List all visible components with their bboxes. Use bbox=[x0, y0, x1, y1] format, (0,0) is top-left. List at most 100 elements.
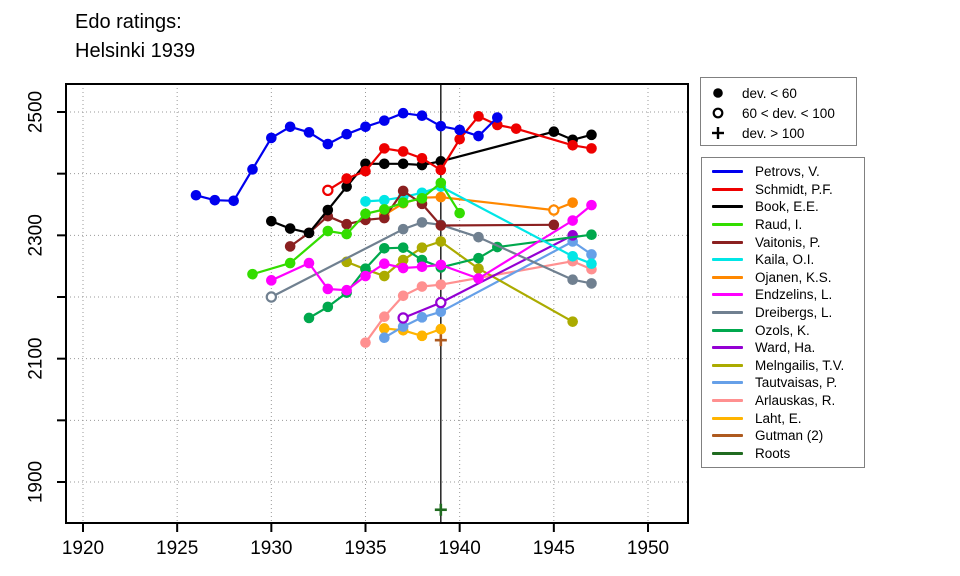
series-schmidt-p-f bbox=[322, 111, 597, 197]
series-color-swatch bbox=[712, 416, 743, 420]
data-point-open bbox=[435, 296, 447, 309]
data-point bbox=[586, 249, 597, 260]
series-color-swatch bbox=[712, 205, 743, 209]
y-tick-label-2300: 2300 bbox=[26, 214, 47, 256]
series-color-swatch bbox=[712, 240, 743, 244]
legend-item-gutman-2: Gutman (2) bbox=[702, 427, 864, 445]
legend-item-ozols-k: Ozols, K. bbox=[702, 321, 864, 339]
data-point bbox=[435, 323, 447, 335]
data-point bbox=[586, 129, 597, 141]
data-point bbox=[567, 197, 578, 208]
series-color-swatch bbox=[712, 328, 743, 332]
data-point bbox=[435, 120, 447, 132]
data-point bbox=[473, 252, 484, 264]
series-name: Melngailis, T.V. bbox=[755, 357, 845, 373]
data-point bbox=[341, 228, 352, 240]
y-tick-label-2500: 2500 bbox=[26, 91, 47, 133]
data-point bbox=[435, 220, 447, 231]
series-ozols-k bbox=[303, 229, 597, 324]
data-point bbox=[322, 283, 334, 295]
data-point bbox=[379, 258, 390, 270]
legend-item-tautvaisas-p: Tautvaisas, P. bbox=[702, 374, 864, 392]
legend-item-dreibergs-l: Dreibergs, L. bbox=[702, 304, 864, 322]
data-point bbox=[303, 127, 315, 138]
data-point bbox=[397, 197, 409, 208]
series-name: Ozols, K. bbox=[755, 322, 810, 338]
data-point bbox=[341, 128, 352, 140]
data-point bbox=[473, 130, 484, 142]
legend-item-petrovs-v: Petrovs, V. bbox=[702, 163, 864, 181]
data-point bbox=[379, 194, 390, 206]
series-ward-ha bbox=[397, 230, 578, 324]
deviation-legend: dev. < 60 60 < dev. < 100 dev. > 100 bbox=[700, 77, 857, 146]
data-point bbox=[397, 146, 409, 157]
data-point bbox=[567, 140, 578, 151]
series-color-swatch bbox=[712, 381, 743, 385]
legend-item-60-dev-100: 60 < dev. < 100 bbox=[701, 103, 856, 123]
legend-item-ward-ha: Ward, Ha. bbox=[702, 339, 864, 357]
chart-title-line1: Edo ratings: bbox=[75, 11, 182, 33]
data-point bbox=[379, 332, 390, 344]
data-point bbox=[397, 107, 409, 119]
data-point bbox=[454, 207, 465, 219]
series-color-swatch bbox=[712, 293, 743, 297]
series-color-swatch bbox=[712, 258, 743, 262]
chart-title: Edo ratings: Helsinki 1939 bbox=[75, 8, 195, 66]
series-line-book-e-e bbox=[270, 130, 593, 234]
data-point bbox=[379, 270, 390, 282]
legend-item-arlauskas-r: Arlauskas, R. bbox=[702, 392, 864, 410]
data-point bbox=[435, 306, 447, 318]
data-point bbox=[209, 194, 221, 206]
data-point bbox=[341, 284, 352, 296]
x-tick-label-1920: 1920 bbox=[62, 538, 104, 559]
data-point bbox=[548, 126, 560, 138]
series-name: Ojanen, K.S. bbox=[755, 269, 832, 285]
data-point bbox=[416, 330, 428, 342]
data-point bbox=[454, 133, 465, 145]
data-point bbox=[397, 185, 409, 197]
data-point bbox=[435, 236, 447, 247]
data-point bbox=[379, 115, 390, 126]
series-name: Tautvaisas, P. bbox=[755, 375, 838, 391]
data-point bbox=[284, 223, 296, 234]
data-point bbox=[379, 143, 390, 154]
data-point bbox=[190, 189, 202, 201]
series-name: Kaila, O.I. bbox=[755, 252, 815, 268]
series-raud-i bbox=[247, 177, 465, 280]
series-line-laht-e bbox=[383, 327, 442, 337]
data-point bbox=[435, 259, 447, 271]
y-tick-label-2100: 2100 bbox=[26, 338, 47, 380]
legend-item-kaila-o-i: Kaila, O.I. bbox=[702, 251, 864, 269]
series-gutman-2 bbox=[434, 334, 447, 347]
data-point bbox=[586, 278, 597, 289]
data-point bbox=[567, 250, 578, 262]
data-point bbox=[360, 270, 371, 282]
data-point bbox=[284, 241, 296, 252]
data-point bbox=[360, 196, 371, 207]
data-point bbox=[416, 193, 428, 204]
data-point bbox=[360, 121, 371, 133]
data-point bbox=[416, 281, 428, 292]
data-point bbox=[397, 158, 409, 170]
series-color-swatch bbox=[712, 275, 743, 279]
data-point bbox=[322, 138, 334, 150]
legend-item-melngailis-t-v: Melngailis, T.V. bbox=[702, 357, 864, 375]
legend-label: dev. < 60 bbox=[742, 85, 797, 101]
legend-item-dev-100: dev. > 100 bbox=[701, 123, 856, 143]
x-tick-label-1950: 1950 bbox=[627, 538, 669, 559]
data-point bbox=[416, 217, 428, 228]
data-point bbox=[435, 279, 447, 290]
data-point bbox=[266, 215, 277, 227]
data-point bbox=[397, 321, 409, 332]
series-color-swatch bbox=[712, 399, 743, 403]
series-petrovs-v bbox=[190, 107, 503, 207]
series-dreibergs-l bbox=[265, 217, 597, 303]
data-point bbox=[473, 273, 484, 284]
series-roots bbox=[434, 503, 447, 516]
series-color-swatch bbox=[712, 346, 743, 350]
data-point bbox=[473, 111, 484, 122]
data-point bbox=[360, 263, 371, 274]
data-point bbox=[341, 218, 352, 230]
data-point bbox=[360, 337, 371, 348]
